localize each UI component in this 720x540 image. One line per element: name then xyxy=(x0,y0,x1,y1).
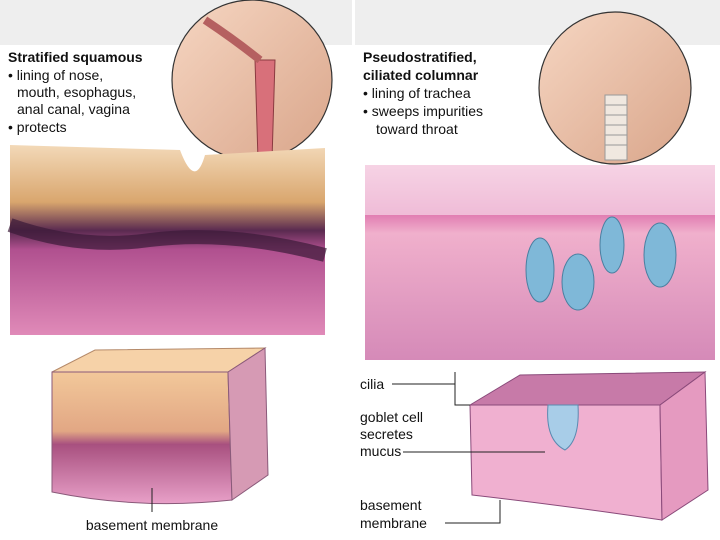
right-line: • lining of trachea xyxy=(363,85,471,101)
left-line: • protects xyxy=(8,119,67,135)
right-title: Pseudostratified, xyxy=(363,49,477,65)
right-line: toward throat xyxy=(376,121,458,137)
trachea-inset xyxy=(538,11,692,165)
left-title: Stratified squamous xyxy=(8,49,143,65)
left-line: mouth, esophagus, xyxy=(17,84,136,100)
trachea-rings xyxy=(604,94,628,161)
throat-path xyxy=(202,16,263,64)
right-label: basement xyxy=(360,497,422,513)
right-line: • sweeps impurities xyxy=(363,103,483,119)
left-label: basement membrane xyxy=(86,517,219,533)
left-line: anal canal, vagina xyxy=(17,101,130,117)
right-label: secretes xyxy=(360,426,413,442)
right-label: goblet cell xyxy=(360,409,423,425)
goblet-cells xyxy=(525,216,677,311)
esophagus-inset xyxy=(171,0,333,161)
columnar-block xyxy=(468,371,709,521)
left-line: • lining of nose, xyxy=(8,67,103,83)
right-label: cilia xyxy=(360,376,384,392)
right-label: mucus xyxy=(360,443,401,459)
esophagus-tube xyxy=(254,59,276,161)
right-label: membrane xyxy=(360,515,427,531)
basal-layer xyxy=(7,218,327,262)
right-title: ciliated columnar xyxy=(363,67,479,83)
cilia-layer xyxy=(365,165,715,215)
right-leaders xyxy=(392,372,545,524)
squamous-block xyxy=(51,347,269,505)
